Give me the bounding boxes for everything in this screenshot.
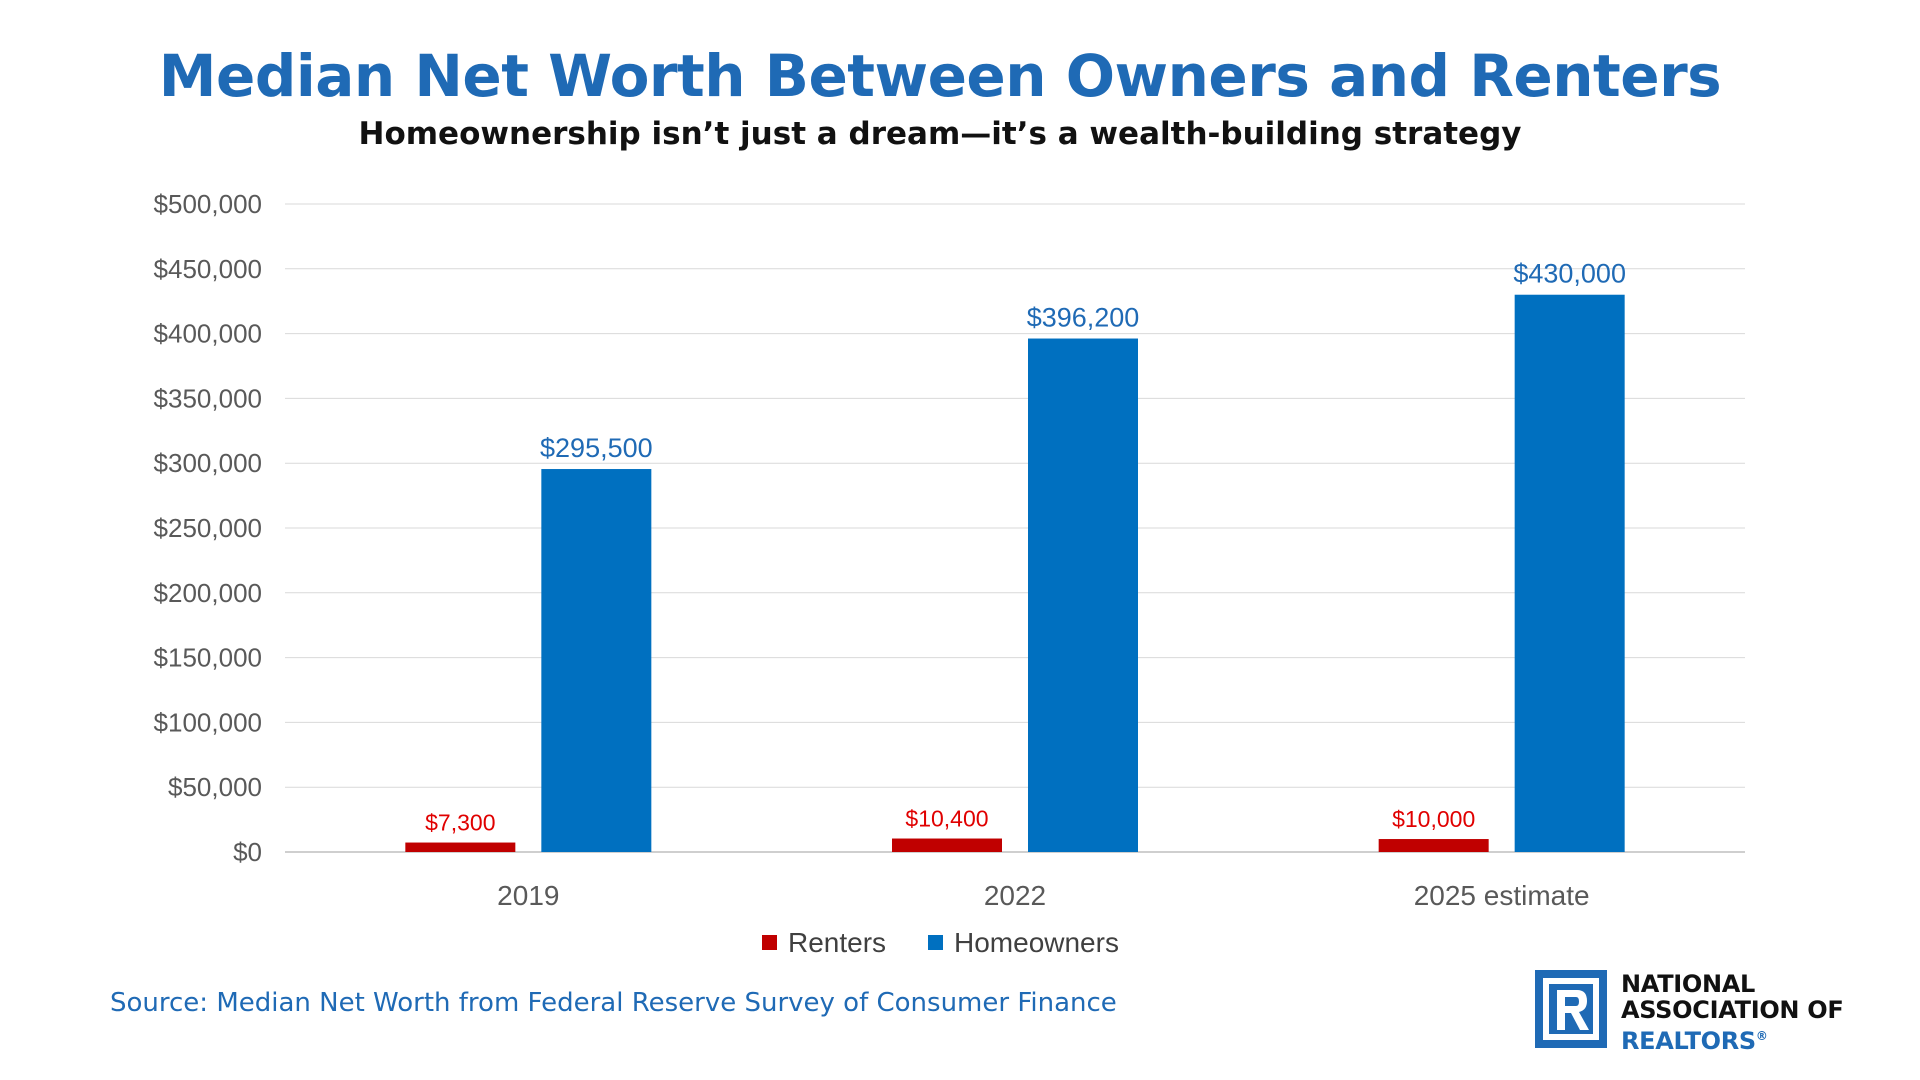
data-label-homeowners-1: $295,500 <box>540 433 653 463</box>
y-tick-label: $250,000 <box>154 513 262 543</box>
y-tick-label: $100,000 <box>154 707 262 737</box>
realtor-r-logo-icon <box>1535 970 1607 1048</box>
legend-swatch-homeowners <box>928 935 943 950</box>
x-tick-label: 2025 estimate <box>1414 880 1590 911</box>
x-axis: 2019 2022 2025 estimate <box>497 880 1589 911</box>
logo-line-1: NATIONAL <box>1621 970 1756 998</box>
gridlines <box>285 203 1745 853</box>
bar-renters-2 <box>892 838 1002 852</box>
y-tick-label: $350,000 <box>154 383 262 413</box>
logo-line-3: REALTORS® <box>1621 1027 1768 1055</box>
bar-homeowners-2 <box>1028 338 1138 853</box>
data-label-renters-2: $10,400 <box>905 806 988 832</box>
data-label-homeowners-2: $396,200 <box>1027 303 1140 333</box>
x-tick-label: 2019 <box>497 880 559 911</box>
x-tick-label: 2022 <box>984 880 1046 911</box>
data-label-renters-3: $10,000 <box>1392 806 1475 832</box>
chart-subtitle: Homeownership isn’t just a dream—it’s a … <box>358 116 1522 152</box>
data-labels: $7,300 $295,500 $10,400 $396,200 $10,000 $430… <box>425 259 1626 836</box>
y-tick-label: $150,000 <box>154 643 262 673</box>
y-tick-label: $50,000 <box>168 772 262 802</box>
bars <box>405 294 1625 853</box>
legend-swatch-renters <box>762 935 777 950</box>
y-tick-label: $400,000 <box>154 319 262 349</box>
data-label-renters-1: $7,300 <box>425 810 495 836</box>
y-tick-label: $500,000 <box>154 189 262 219</box>
source-note: Source: Median Net Worth from Federal Re… <box>110 988 1117 1018</box>
y-axis: $0 $50,000 $100,000 $150,000 $200,000 $250,00… <box>154 189 262 867</box>
data-label-homeowners-3: $430,000 <box>1513 259 1626 289</box>
legend: Renters Homeowners <box>762 927 1119 958</box>
y-tick-label: $200,000 <box>154 578 262 608</box>
bar-homeowners-3 <box>1514 294 1625 853</box>
legend-label-homeowners: Homeowners <box>954 927 1119 958</box>
y-tick-label: $450,000 <box>154 254 262 284</box>
bar-renters-1 <box>405 842 516 852</box>
logo-line-2: ASSOCIATION OF <box>1621 996 1844 1024</box>
bar-homeowners-1 <box>541 469 652 852</box>
nar-logo: NATIONAL ASSOCIATION OF REALTORS® <box>1535 970 1895 1054</box>
y-tick-label: $300,000 <box>154 448 262 478</box>
bar-renters-3 <box>1378 839 1489 852</box>
legend-label-renters: Renters <box>788 927 886 958</box>
chart-title: Median Net Worth Between Owners and Rent… <box>158 42 1722 110</box>
y-tick-label: $0 <box>233 837 262 867</box>
